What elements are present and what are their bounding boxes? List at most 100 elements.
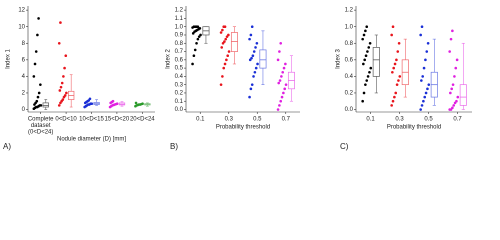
- data-point: [276, 108, 280, 111]
- data-point: [253, 70, 257, 74]
- data-point: [221, 75, 224, 78]
- data-point: [280, 75, 283, 78]
- y-tick-label: 1.2: [175, 8, 184, 14]
- y-tick-label: 1.1: [175, 16, 184, 22]
- data-point: [39, 104, 43, 107]
- data-point: [250, 56, 253, 60]
- data-point: [369, 66, 373, 70]
- data-point: [282, 66, 286, 70]
- data-point: [59, 85, 63, 89]
- data-point: [453, 75, 456, 78]
- y-tick-label: 2: [22, 91, 26, 97]
- data-point: [284, 83, 288, 86]
- data-point: [282, 91, 285, 95]
- data-point: [134, 101, 138, 105]
- data-point: [227, 50, 231, 53]
- data-point: [57, 41, 61, 45]
- data-point: [451, 106, 454, 110]
- y-tick-label: 1.0: [175, 24, 184, 30]
- data-point: [59, 21, 62, 24]
- y-tick-label: 1.2: [345, 8, 354, 14]
- data-point: [254, 46, 257, 49]
- data-point: [448, 50, 451, 53]
- y-tick-label: 8: [22, 41, 26, 47]
- data-point: [252, 50, 256, 53]
- data-point: [220, 46, 224, 49]
- y-tick-label: 0.6: [345, 57, 354, 63]
- data-point: [364, 83, 367, 86]
- data-point: [223, 25, 227, 29]
- x-tick-label: 20<D<24: [130, 117, 155, 123]
- box: [259, 49, 267, 69]
- data-point: [219, 83, 223, 86]
- panel-label: C): [340, 142, 349, 151]
- data-point: [225, 58, 228, 62]
- data-point: [65, 91, 68, 95]
- y-tick-label: 0.4: [345, 74, 354, 80]
- x-tick-label: dataset: [31, 123, 51, 129]
- data-point: [249, 33, 253, 37]
- y-tick-label: 0.8: [345, 41, 354, 47]
- x-tick-label: Complete: [28, 117, 54, 123]
- data-point: [424, 58, 427, 62]
- data-point: [452, 104, 456, 107]
- data-point: [398, 75, 402, 78]
- data-point: [248, 37, 251, 41]
- y-tick-label: 0.0: [345, 107, 354, 113]
- data-point: [284, 62, 287, 66]
- x-tick-label: 0.7: [282, 117, 291, 123]
- data-point: [39, 83, 42, 86]
- data-point: [394, 91, 398, 95]
- data-point: [391, 99, 395, 103]
- x-tick-label: 0.5: [253, 117, 262, 123]
- data-point: [58, 89, 62, 92]
- data-point: [366, 75, 370, 78]
- data-point: [221, 28, 224, 32]
- x-tick-label: 0.1: [366, 117, 375, 123]
- data-point: [397, 79, 400, 82]
- data-point: [365, 25, 369, 29]
- data-point: [455, 99, 458, 103]
- data-point: [419, 108, 422, 111]
- y-tick-label: 0: [22, 107, 26, 113]
- data-point: [422, 99, 425, 103]
- data-point: [63, 94, 67, 97]
- data-point: [395, 83, 399, 86]
- data-point: [420, 79, 423, 82]
- data-point: [193, 48, 197, 52]
- data-point: [278, 50, 281, 53]
- y-tick-label: 0.9: [175, 33, 184, 39]
- data-point: [391, 25, 395, 29]
- data-point: [364, 54, 368, 57]
- data-point: [192, 54, 196, 57]
- x-tick-label: 10<D<15: [79, 117, 104, 123]
- data-point: [57, 104, 61, 107]
- x-axis-label: Probability threshold: [216, 125, 270, 131]
- data-point: [424, 91, 428, 95]
- data-point: [455, 58, 459, 62]
- data-point: [196, 37, 200, 41]
- data-point: [366, 50, 369, 53]
- data-point: [250, 83, 254, 86]
- data-point: [111, 99, 115, 103]
- data-point: [395, 58, 398, 62]
- x-axis-label: Probability threshold: [387, 125, 441, 131]
- data-point: [419, 33, 422, 37]
- data-point: [451, 29, 454, 33]
- data-point: [423, 95, 427, 99]
- data-point: [254, 66, 258, 70]
- data-point: [393, 95, 396, 99]
- data-point: [36, 95, 40, 99]
- data-point: [396, 50, 400, 53]
- data-point: [115, 102, 119, 106]
- data-point: [368, 41, 372, 45]
- data-point: [280, 95, 284, 99]
- data-point: [251, 54, 255, 57]
- data-point: [450, 87, 454, 91]
- y-tick-label: 0.0: [175, 107, 184, 113]
- box: [459, 84, 467, 106]
- y-axis-label: Index 3: [336, 48, 342, 68]
- data-point: [227, 33, 230, 37]
- data-point: [255, 41, 259, 45]
- data-point: [223, 40, 226, 43]
